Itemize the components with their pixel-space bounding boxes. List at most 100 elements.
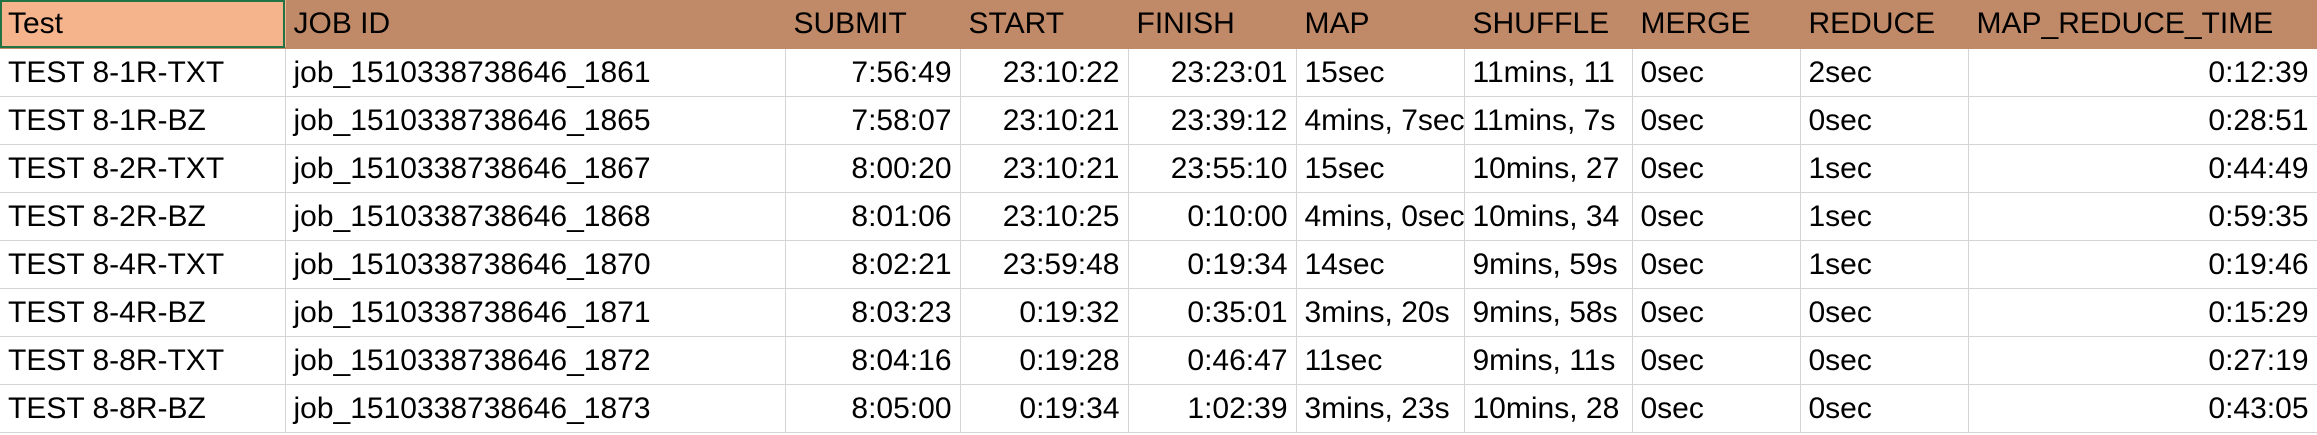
cell-merge[interactable]: 0sec	[1632, 336, 1801, 385]
cell-start[interactable]: 23:10:21	[960, 96, 1129, 145]
cell-job-id[interactable]: job_1510338738646_1871	[285, 288, 786, 337]
cell-submit[interactable]: 8:03:23	[785, 288, 961, 337]
table-row: TEST 8-8R-BZ job_1510338738646_1873 8:05…	[0, 384, 2317, 433]
cell-reduce[interactable]: 1sec	[1800, 240, 1969, 289]
cell-map[interactable]: 4mins, 0sec	[1296, 192, 1465, 241]
cell-map-reduce-time[interactable]: 0:28:51	[1968, 96, 2317, 145]
cell-job-id[interactable]: job_1510338738646_1872	[285, 336, 786, 385]
cell-reduce[interactable]: 0sec	[1800, 336, 1969, 385]
cell-shuffle[interactable]: 9mins, 11s	[1464, 336, 1633, 385]
table-row: TEST 8-4R-TXT job_1510338738646_1870 8:0…	[0, 240, 2317, 289]
cell-shuffle[interactable]: 11mins, 11	[1464, 48, 1633, 97]
cell-finish[interactable]: 23:23:01	[1128, 48, 1297, 97]
cell-shuffle[interactable]: 10mins, 28	[1464, 384, 1633, 433]
cell-reduce[interactable]: 0sec	[1800, 288, 1969, 337]
cell-shuffle[interactable]: 11mins, 7s	[1464, 96, 1633, 145]
cell-map[interactable]: 3mins, 23s	[1296, 384, 1465, 433]
cell-test[interactable]: TEST 8-1R-BZ	[0, 96, 286, 145]
cell-map-reduce-time[interactable]: 0:19:46	[1968, 240, 2317, 289]
cell-merge[interactable]: 0sec	[1632, 144, 1801, 193]
cell-map[interactable]: 15sec	[1296, 48, 1465, 97]
cell-start[interactable]: 0:19:28	[960, 336, 1129, 385]
cell-merge[interactable]: 0sec	[1632, 240, 1801, 289]
cell-map-reduce-time[interactable]: 0:15:29	[1968, 288, 2317, 337]
cell-job-id[interactable]: job_1510338738646_1870	[285, 240, 786, 289]
cell-reduce[interactable]: 1sec	[1800, 192, 1969, 241]
cell-finish[interactable]: 0:10:00	[1128, 192, 1297, 241]
header-shuffle[interactable]: SHUFFLE	[1464, 0, 1633, 49]
header-test[interactable]: Test	[0, 0, 286, 49]
cell-shuffle[interactable]: 9mins, 59s	[1464, 240, 1633, 289]
cell-test[interactable]: TEST 8-1R-TXT	[0, 48, 286, 97]
cell-submit[interactable]: 8:00:20	[785, 144, 961, 193]
cell-test[interactable]: TEST 8-8R-TXT	[0, 336, 286, 385]
table-row: TEST 8-1R-TXT job_1510338738646_1861 7:5…	[0, 48, 2317, 97]
table-row: TEST 8-4R-BZ job_1510338738646_1871 8:03…	[0, 288, 2317, 337]
cell-merge[interactable]: 0sec	[1632, 48, 1801, 97]
cell-start[interactable]: 23:59:48	[960, 240, 1129, 289]
cell-start[interactable]: 23:10:25	[960, 192, 1129, 241]
cell-submit[interactable]: 7:56:49	[785, 48, 961, 97]
header-merge[interactable]: MERGE	[1632, 0, 1801, 49]
cell-test[interactable]: TEST 8-2R-TXT	[0, 144, 286, 193]
cell-job-id[interactable]: job_1510338738646_1873	[285, 384, 786, 433]
table-row: TEST 8-8R-TXT job_1510338738646_1872 8:0…	[0, 336, 2317, 385]
header-map-reduce-time[interactable]: MAP_REDUCE_TIME	[1968, 0, 2317, 49]
cell-finish[interactable]: 0:46:47	[1128, 336, 1297, 385]
cell-start[interactable]: 23:10:21	[960, 144, 1129, 193]
cell-merge[interactable]: 0sec	[1632, 288, 1801, 337]
cell-submit[interactable]: 7:58:07	[785, 96, 961, 145]
cell-finish[interactable]: 1:02:39	[1128, 384, 1297, 433]
cell-shuffle[interactable]: 9mins, 58s	[1464, 288, 1633, 337]
cell-merge[interactable]: 0sec	[1632, 192, 1801, 241]
cell-test[interactable]: TEST 8-2R-BZ	[0, 192, 286, 241]
cell-map[interactable]: 4mins, 7sec	[1296, 96, 1465, 145]
header-map[interactable]: MAP	[1296, 0, 1465, 49]
cell-merge[interactable]: 0sec	[1632, 384, 1801, 433]
cell-submit[interactable]: 8:02:21	[785, 240, 961, 289]
cell-merge[interactable]: 0sec	[1632, 96, 1801, 145]
cell-map[interactable]: 3mins, 20s	[1296, 288, 1465, 337]
cell-reduce[interactable]: 2sec	[1800, 48, 1969, 97]
cell-start[interactable]: 0:19:32	[960, 288, 1129, 337]
header-job-id[interactable]: JOB ID	[285, 0, 786, 49]
cell-map[interactable]: 14sec	[1296, 240, 1465, 289]
cell-job-id[interactable]: job_1510338738646_1867	[285, 144, 786, 193]
cell-job-id[interactable]: job_1510338738646_1865	[285, 96, 786, 145]
table-row: TEST 8-2R-TXT job_1510338738646_1867 8:0…	[0, 144, 2317, 193]
cell-finish[interactable]: 0:35:01	[1128, 288, 1297, 337]
cell-submit[interactable]: 8:05:00	[785, 384, 961, 433]
cell-reduce[interactable]: 1sec	[1800, 144, 1969, 193]
cell-job-id[interactable]: job_1510338738646_1868	[285, 192, 786, 241]
header-row: Test JOB ID SUBMIT START FINISH MAP SHUF…	[0, 0, 2317, 49]
header-reduce[interactable]: REDUCE	[1800, 0, 1969, 49]
cell-start[interactable]: 0:19:34	[960, 384, 1129, 433]
cell-finish[interactable]: 0:19:34	[1128, 240, 1297, 289]
table-row: TEST 8-1R-BZ job_1510338738646_1865 7:58…	[0, 96, 2317, 145]
cell-submit[interactable]: 8:04:16	[785, 336, 961, 385]
cell-start[interactable]: 23:10:22	[960, 48, 1129, 97]
cell-test[interactable]: TEST 8-4R-TXT	[0, 240, 286, 289]
table-row: TEST 8-2R-BZ job_1510338738646_1868 8:01…	[0, 192, 2317, 241]
cell-finish[interactable]: 23:55:10	[1128, 144, 1297, 193]
header-start[interactable]: START	[960, 0, 1129, 49]
cell-test[interactable]: TEST 8-4R-BZ	[0, 288, 286, 337]
cell-job-id[interactable]: job_1510338738646_1861	[285, 48, 786, 97]
cell-map-reduce-time[interactable]: 0:59:35	[1968, 192, 2317, 241]
cell-reduce[interactable]: 0sec	[1800, 384, 1969, 433]
cell-reduce[interactable]: 0sec	[1800, 96, 1969, 145]
cell-map[interactable]: 11sec	[1296, 336, 1465, 385]
cell-shuffle[interactable]: 10mins, 27	[1464, 144, 1633, 193]
cell-finish[interactable]: 23:39:12	[1128, 96, 1297, 145]
cell-map-reduce-time[interactable]: 0:12:39	[1968, 48, 2317, 97]
cell-map[interactable]: 15sec	[1296, 144, 1465, 193]
cell-map-reduce-time[interactable]: 0:27:19	[1968, 336, 2317, 385]
header-submit[interactable]: SUBMIT	[785, 0, 961, 49]
cell-map-reduce-time[interactable]: 0:43:05	[1968, 384, 2317, 433]
cell-test[interactable]: TEST 8-8R-BZ	[0, 384, 286, 433]
header-finish[interactable]: FINISH	[1128, 0, 1297, 49]
cell-submit[interactable]: 8:01:06	[785, 192, 961, 241]
cell-shuffle[interactable]: 10mins, 34	[1464, 192, 1633, 241]
cell-map-reduce-time[interactable]: 0:44:49	[1968, 144, 2317, 193]
